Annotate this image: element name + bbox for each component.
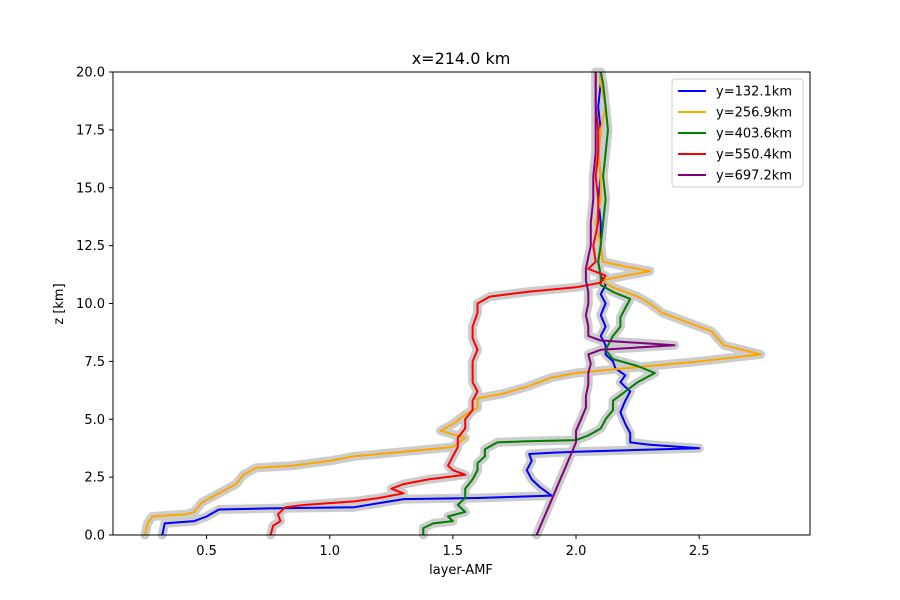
x-tick-label: 0.5 [196,544,217,559]
y-tick-label: 20.0 [76,66,105,81]
x-tick-label: 1.0 [319,544,340,559]
y-tick-label: 0.0 [84,529,105,544]
y-tick-label: 2.5 [84,471,105,486]
series-line-3 [422,71,656,535]
legend-label-4: y=550.4km [716,148,792,163]
x-axis-label: layer-AMF [429,563,493,578]
y-axis-label: z [km] [52,283,67,324]
x-tick-label: 2.5 [689,544,710,559]
x-tick-label: 2.0 [566,544,587,559]
y-tick-label: 5.0 [84,413,105,428]
series-line-5 [535,72,676,536]
legend-box [671,78,804,188]
x-tick-label: 1.5 [443,544,464,559]
legend-label-5: y=697.2km [716,169,792,184]
legend-label-2: y=256.9km [716,106,792,121]
legend-label-3: y=403.6km [716,127,792,142]
x-axis-ticks: 0.5 1.0 1.5 2.0 2.5 [196,535,710,559]
y-tick-label: 7.5 [84,355,105,370]
series-line-4 [269,72,607,536]
y-tick-label: 12.5 [76,239,105,254]
y-axis-ticks: 0.0 2.5 5.0 7.5 10.0 12.5 15.0 17.5 20.0 [76,66,113,544]
legend-label-1: y=132.1km [716,85,792,100]
y-tick-label: 10.0 [76,297,105,312]
legend: y=132.1km y=256.9km y=403.6km y=550.4km y=69… [671,78,804,188]
y-tick-label: 17.5 [76,123,105,138]
chart-title: x=214.0 km [412,49,511,68]
y-tick-label: 15.0 [76,181,105,196]
series-lines [144,71,762,536]
